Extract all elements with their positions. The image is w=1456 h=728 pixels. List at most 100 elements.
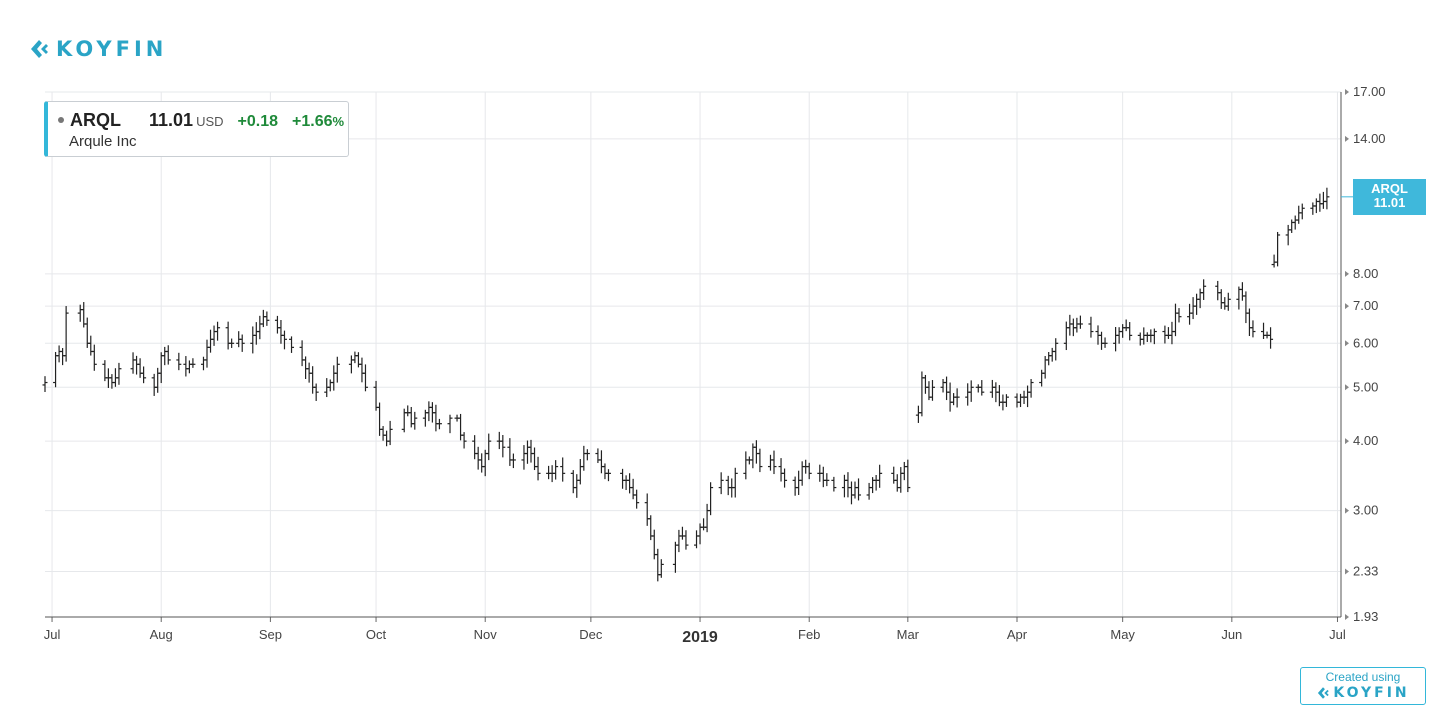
- ohlc-bar: [303, 356, 309, 380]
- y-tick-label: 5.00: [1353, 379, 1378, 394]
- ohlc-bar: [1046, 351, 1052, 366]
- y-tick-mark: [1345, 303, 1349, 310]
- ohlc-bar: [605, 469, 611, 482]
- ohlc-bar: [260, 309, 266, 328]
- ohlc-bar: [856, 478, 862, 501]
- ohlc-bar: [250, 326, 256, 354]
- ohlc-bar: [694, 530, 700, 549]
- ohlc-bar: [940, 379, 946, 393]
- footer-logo: KOYFIN: [1301, 685, 1425, 701]
- x-tick-label: Jun: [1221, 627, 1242, 642]
- ohlc-bar: [574, 474, 580, 498]
- y-tick-label: 1.93: [1353, 609, 1378, 624]
- y-tick-label: 8.00: [1353, 266, 1378, 281]
- ohlc-bar: [151, 373, 157, 396]
- legend-symbol: ARQL: [70, 110, 121, 130]
- ohlc-bar: [560, 457, 566, 482]
- ohlc-bar: [510, 453, 516, 469]
- ohlc-bar: [162, 346, 168, 366]
- created-using-badge[interactable]: Created using KOYFIN: [1300, 667, 1426, 705]
- ohlc-bar: [1113, 326, 1119, 352]
- ohlc-bar: [701, 518, 707, 531]
- legend-change: +0.18: [237, 113, 278, 130]
- ohlc-bar: [53, 351, 59, 388]
- ohlc-bar: [581, 445, 587, 471]
- x-tick-label: Aug: [150, 627, 173, 642]
- ohlc-bar: [158, 352, 164, 384]
- ohlc-bar: [979, 380, 985, 396]
- ohlc-bar: [845, 472, 851, 498]
- ohlc-bar: [595, 448, 601, 464]
- ohlc-bar: [553, 460, 559, 480]
- ohlc-bar: [229, 338, 235, 348]
- y-tick-mark: [1345, 340, 1349, 347]
- ohlc-bar: [141, 366, 147, 384]
- ohlc-bar: [1067, 314, 1073, 336]
- ohlc-bar: [1176, 308, 1182, 323]
- ohlc-bar: [176, 352, 182, 371]
- ohlc-bar: [1275, 231, 1281, 267]
- ohlc-bar: [584, 449, 590, 461]
- ohlc-bar: [373, 380, 379, 411]
- ohlc-bar: [479, 453, 485, 473]
- ohlc-bar: [891, 466, 897, 484]
- ohlc-bar: [190, 358, 196, 368]
- ohlc-bar: [377, 402, 383, 436]
- ohlc-bar: [623, 475, 629, 491]
- ohlc-bar: [975, 384, 981, 393]
- ohlc-bar: [898, 467, 904, 493]
- ohlc-bar: [1239, 282, 1245, 301]
- ohlc-bar: [1201, 279, 1207, 300]
- ohlc-bar: [683, 530, 689, 550]
- x-tick-label: Mar: [897, 627, 920, 642]
- ohlc-bar: [922, 374, 928, 394]
- ohlc-bar: [708, 482, 714, 516]
- ohlc-bar: [521, 445, 527, 470]
- koyfin-chevron-icon: [1318, 687, 1330, 699]
- ohlc-bar: [630, 478, 636, 500]
- ohlc-bar: [1317, 193, 1323, 212]
- ohlc-bar: [620, 468, 626, 489]
- ohlc-bar: [1039, 369, 1045, 387]
- y-tick-mark: [1345, 568, 1349, 575]
- koyfin-logo: KOYFIN: [28, 34, 167, 64]
- ohlc-bar: [1243, 291, 1249, 324]
- ohlc-bar: [951, 393, 957, 406]
- ohlc-bar: [426, 401, 432, 422]
- ohlc-bar: [359, 357, 365, 383]
- ohlc-bar: [655, 548, 661, 582]
- x-tick-label: May: [1110, 627, 1135, 642]
- ohlc-bar: [968, 380, 974, 402]
- x-tick-label: Sep: [259, 627, 282, 642]
- ohlc-bar: [225, 321, 231, 350]
- ohlc-bar: [905, 459, 911, 493]
- y-tick-mark: [1345, 438, 1349, 445]
- ohlc-bar: [753, 440, 759, 464]
- ohlc-bar: [1025, 385, 1031, 408]
- ohlc-bar: [1296, 205, 1302, 224]
- ohlc-bar: [894, 474, 900, 492]
- ohlc-bar: [1074, 317, 1080, 333]
- ohlc-bar: [848, 481, 854, 505]
- ohlc-bar: [873, 475, 879, 491]
- x-tick-label: Jul: [1329, 627, 1346, 642]
- ohlc-bar: [1246, 308, 1252, 336]
- created-using-text: Created using: [1325, 670, 1401, 684]
- x-tick-label: Jul: [44, 627, 61, 642]
- y-tick-label: 14.00: [1353, 131, 1386, 146]
- series-dot-icon: [58, 117, 64, 123]
- chart-grid: [45, 91, 1341, 618]
- ohlc-bar: [634, 489, 640, 509]
- ohlc-bar: [1053, 338, 1059, 361]
- ohlc-bar: [507, 438, 513, 466]
- ohlc-bar: [313, 383, 319, 401]
- ohlc-bar: [447, 414, 453, 434]
- x-tick-label: Apr: [1007, 627, 1028, 642]
- ohlc-bar: [433, 404, 439, 432]
- ohlc-bar: [264, 311, 270, 326]
- ohlc-bar: [778, 458, 784, 482]
- ohlc-bar: [1285, 224, 1291, 246]
- ohlc-bar: [1320, 191, 1326, 209]
- ohlc-bar: [204, 339, 210, 368]
